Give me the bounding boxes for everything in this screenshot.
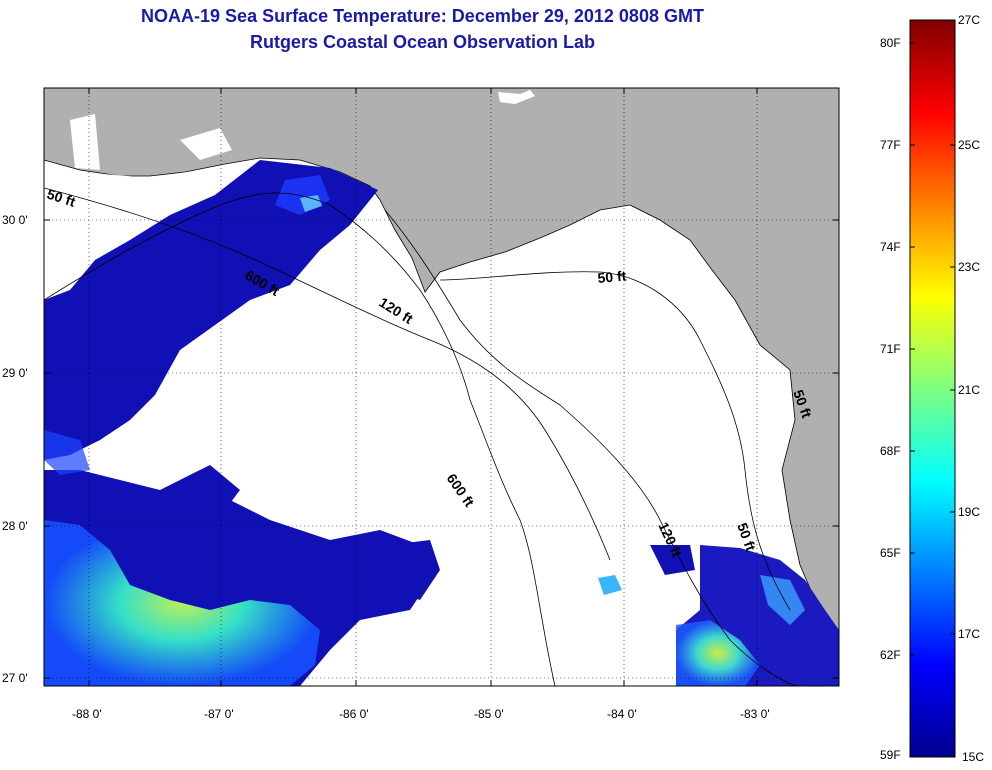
lon-tick-label: -88 0' bbox=[72, 707, 102, 721]
colorbar-f-label: 77F bbox=[880, 138, 901, 152]
colorbar-c-label: 17C bbox=[958, 627, 981, 641]
lon-tick-label: -87 0' bbox=[204, 707, 234, 721]
map-subtitle: Rutgers Coastal Ocean Observation Lab bbox=[249, 32, 596, 52]
colorbar bbox=[909, 19, 956, 758]
lon-tick-label: -86 0' bbox=[339, 707, 369, 721]
sst-patch-northwest bbox=[44, 160, 378, 460]
colorbar-f-label: 74F bbox=[880, 240, 901, 254]
land-mass bbox=[44, 88, 839, 666]
isobath-contours bbox=[44, 187, 801, 686]
graticule bbox=[44, 88, 839, 686]
map-title: NOAA-19 Sea Surface Temperature: Decembe… bbox=[141, 6, 704, 26]
colorbar-f-label: 62F bbox=[880, 648, 901, 662]
colorbar-c-label: 25C bbox=[958, 138, 981, 152]
lat-tick-label: 27 0' bbox=[2, 671, 28, 685]
colorbar-f-label: 71F bbox=[880, 342, 901, 356]
colorbar-f-label: 68F bbox=[880, 444, 901, 458]
colorbar-f-label: 65F bbox=[880, 546, 901, 560]
lon-tick-label: -85 0' bbox=[474, 707, 504, 721]
lat-tick-label: 29 0' bbox=[2, 366, 28, 380]
sst-patch-southwest bbox=[44, 520, 320, 686]
colorbar-c-label: 23C bbox=[958, 260, 981, 274]
isobath-label: 50 ft bbox=[597, 268, 627, 286]
colorbar-c-label: 27C bbox=[958, 13, 981, 27]
lon-tick-label: -84 0' bbox=[607, 707, 637, 721]
colorbar-c-label: 19C bbox=[958, 505, 981, 519]
lat-tick-label: 28 0' bbox=[2, 519, 28, 533]
lon-tick-label: -83 0' bbox=[740, 707, 770, 721]
colorbar-f-label: 80F bbox=[880, 36, 901, 50]
colorbar-c-label: 21C bbox=[958, 383, 981, 397]
colorbar-c-label: 15C bbox=[962, 750, 985, 764]
lat-tick-label: 30 0' bbox=[2, 213, 28, 227]
colorbar-f-label: 59F bbox=[880, 748, 901, 762]
